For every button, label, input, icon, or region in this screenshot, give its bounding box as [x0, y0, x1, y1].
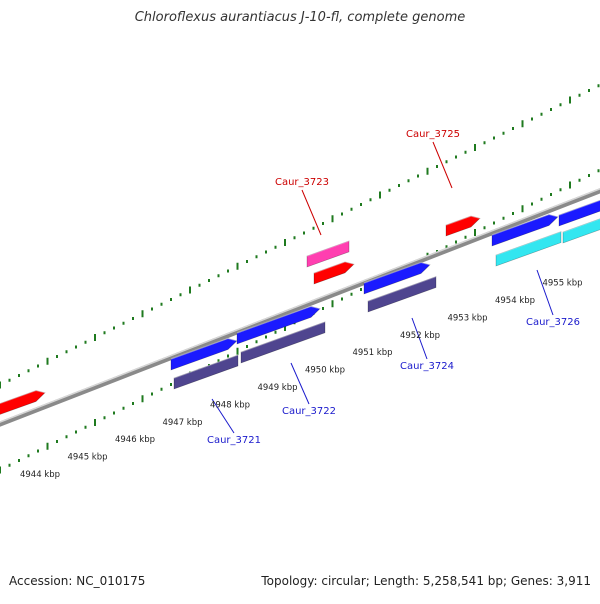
kbp-label: 4952 kbp	[400, 331, 440, 341]
gene-cyan-right	[562, 218, 600, 244]
gene-caur-3722	[236, 305, 321, 345]
gene-caur-3724	[363, 261, 431, 295]
gene-magenta-3723	[306, 240, 350, 268]
gene-label-caur-3725: Caur_3725	[406, 129, 460, 140]
gene-slate-3724-shape	[367, 276, 437, 313]
upper-tick-track	[0, 84, 600, 389]
gene-caur-3726-blue-shape	[491, 214, 559, 247]
gene-red-left	[0, 389, 46, 415]
gene-caur-3724-highlight	[363, 261, 431, 284]
gene-caur-3726-blue	[491, 213, 559, 247]
gene-slate-3724	[367, 275, 437, 313]
gene-caur-3726-blue-highlight	[491, 213, 559, 236]
label-leaders	[211, 141, 554, 434]
kbp-label: 4955 kbp	[542, 279, 582, 289]
gene-red-3723	[313, 261, 355, 285]
genome-summary-text: Topology: circular; Length: 5,258,541 bp…	[261, 574, 591, 588]
gene-slate-3722	[240, 321, 326, 364]
map-title: Chloroflexus aurantiacus J-10-fl, comple…	[134, 10, 466, 25]
gene-cyan-3726-shape	[495, 231, 562, 267]
kbp-label: 4954 kbp	[495, 296, 535, 306]
gene-red-3725-shape	[445, 215, 481, 237]
kbp-label: 4951 kbp	[352, 348, 392, 358]
leader-caur-3725	[432, 141, 453, 189]
gene-right-blue-shape	[558, 199, 600, 227]
feature-labels: 4944 kbp 4945 kbp 4946 kbp 4947 kbp 4948 kbp…	[20, 129, 583, 480]
accession-text: Accession: NC_010175	[9, 574, 146, 588]
gene-magenta-3723-shape	[306, 240, 350, 268]
backbone-line	[0, 188, 600, 427]
gene-cyan-3726	[495, 231, 562, 267]
gene-caur-3721	[170, 337, 238, 371]
gene-caur-3721-highlight	[170, 337, 238, 360]
kbp-label: 4949 kbp	[257, 383, 297, 393]
leader-caur-3726	[536, 269, 554, 316]
kbp-label: 4947 kbp	[162, 418, 202, 428]
backbone-highlight	[0, 187, 600, 423]
gene-caur-3722-shape	[236, 306, 321, 345]
gene-right-blue	[558, 199, 600, 227]
gene-features	[0, 199, 600, 415]
gene-red-3723-highlight	[313, 261, 355, 274]
gene-cyan-3726-highlight	[495, 231, 562, 256]
gene-caur-3721-shape	[170, 338, 238, 371]
gene-right-blue-highlight	[558, 199, 600, 216]
leader-caur-3722	[290, 362, 310, 405]
kbp-label: 4945 kbp	[67, 453, 107, 463]
gene-cyan-right-shape	[562, 218, 600, 244]
gene-slate-3722-highlight	[240, 321, 326, 353]
gene-slate-3722-shape	[240, 321, 326, 364]
leader-caur-3723	[301, 189, 322, 236]
gene-caur-3724-shape	[363, 262, 431, 295]
gene-label-caur-3724: Caur_3724	[400, 361, 454, 372]
gene-red-3723-shape	[313, 261, 355, 285]
backbone	[0, 187, 600, 427]
gene-red-3725	[445, 215, 481, 237]
kbp-label: 4948 kbp	[210, 400, 250, 410]
leader-caur-3721	[211, 398, 235, 434]
gene-red-3725-highlight	[445, 215, 481, 226]
gene-label-caur-3726: Caur_3726	[526, 317, 580, 328]
gene-red-left-highlight	[0, 389, 46, 405]
gene-slate-3721	[173, 354, 239, 390]
gene-slate-3724-highlight	[367, 275, 437, 302]
gene-label-caur-3723: Caur_3723	[275, 177, 329, 188]
gene-slate-3721-shape	[173, 354, 239, 390]
leader-caur-3724	[411, 317, 428, 360]
kbp-label: 4944 kbp	[20, 470, 60, 480]
gene-red-left-shape	[0, 390, 46, 415]
gene-slate-3721-highlight	[173, 354, 239, 379]
gene-label-caur-3722: Caur_3722	[282, 406, 336, 417]
gene-label-caur-3721: Caur_3721	[207, 435, 261, 446]
kbp-label: 4953 kbp	[447, 313, 487, 323]
kbp-label: 4946 kbp	[115, 435, 155, 445]
gene-magenta-3723-highlight	[306, 240, 350, 257]
gene-cyan-right-highlight	[562, 218, 600, 233]
gene-caur-3722-highlight	[236, 305, 321, 334]
kbp-label: 4950 kbp	[305, 366, 345, 376]
